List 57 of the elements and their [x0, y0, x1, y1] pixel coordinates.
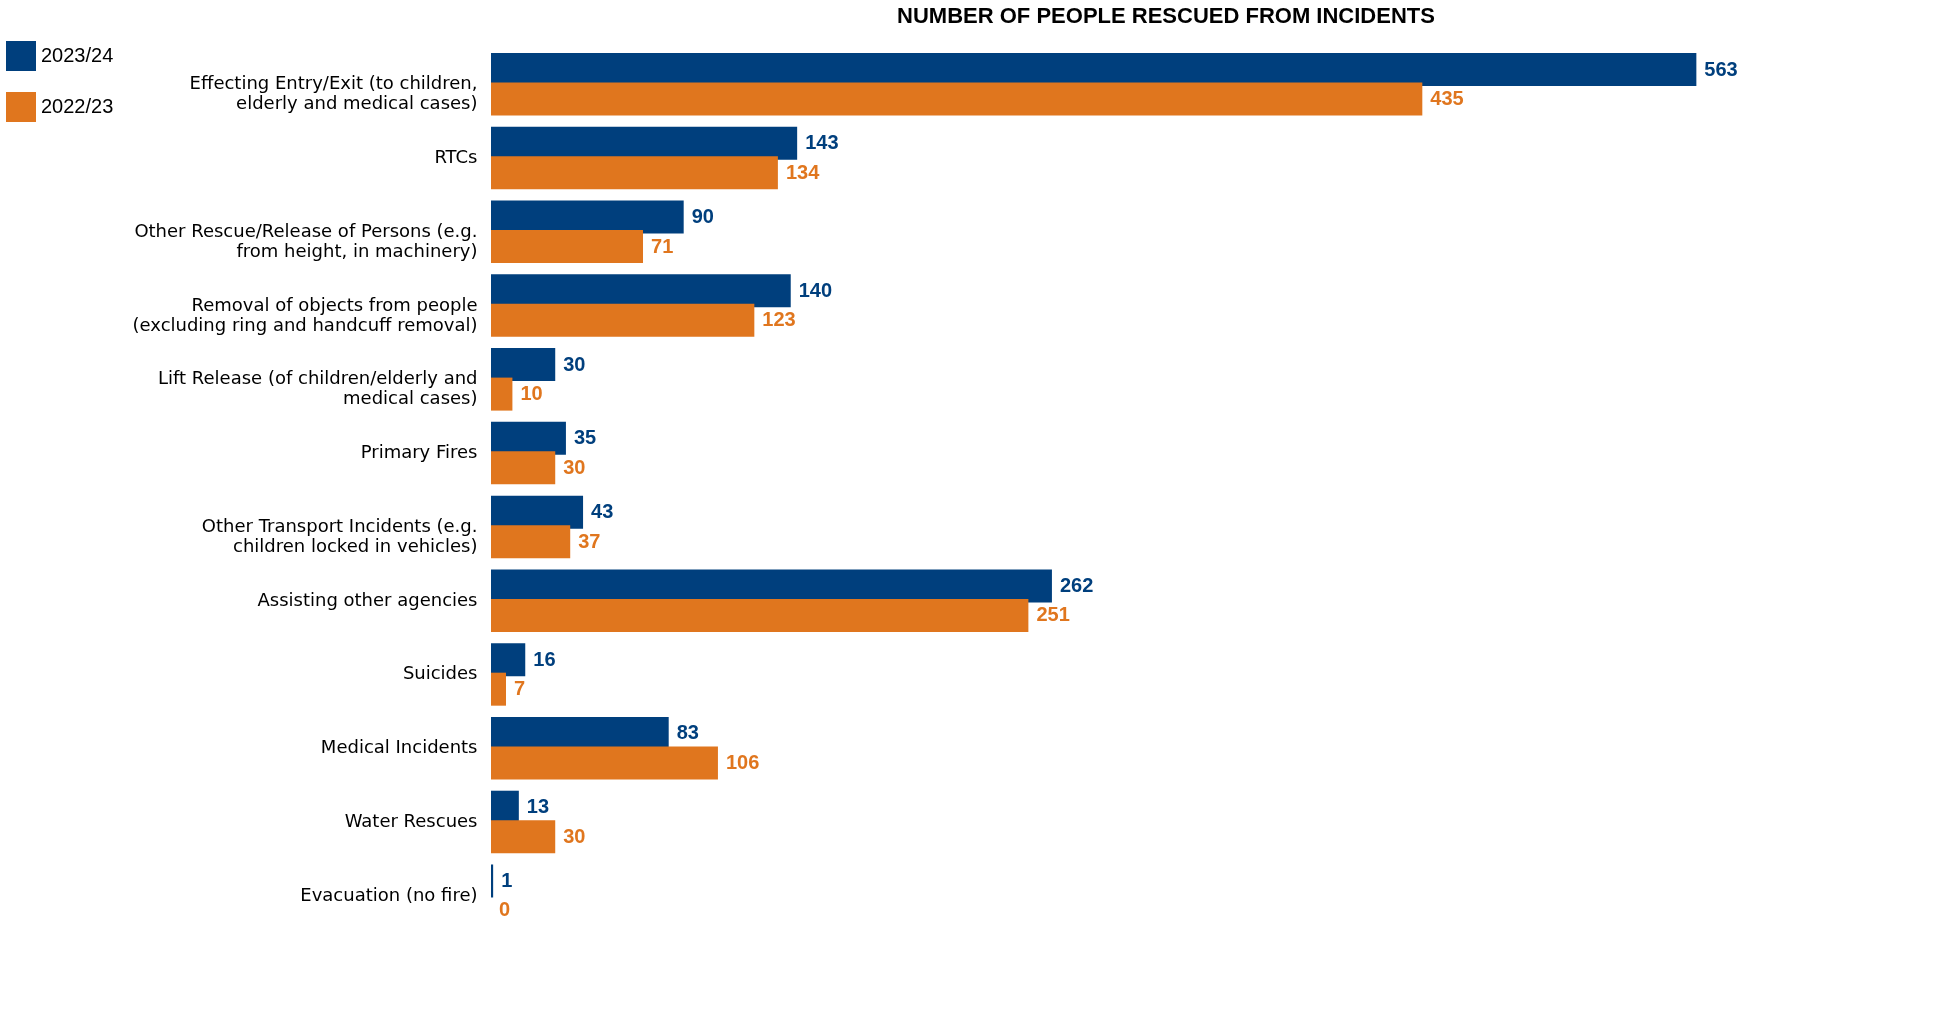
y-tick-label: Lift Release (of children/elderly and medical cases) — [158, 367, 478, 409]
data-label: 43 — [591, 500, 614, 523]
bar — [491, 156, 778, 190]
bar — [491, 303, 755, 337]
data-label: 35 — [573, 426, 597, 449]
bar — [491, 820, 556, 854]
data-label: 37 — [578, 529, 601, 552]
legend-label: 2022/23 — [41, 95, 114, 117]
bar — [491, 53, 1697, 87]
bar — [491, 377, 513, 411]
bar — [491, 82, 1423, 116]
data-label: 106 — [725, 750, 760, 773]
data-label: 435 — [1430, 87, 1464, 110]
bar — [491, 598, 1029, 632]
data-label: 262 — [1059, 573, 1094, 596]
data-label: 30 — [563, 352, 586, 375]
data-label: 30 — [563, 455, 586, 478]
y-tick-label: Assisting other agencies — [257, 588, 478, 610]
y-tick-label: RTCs — [434, 146, 478, 168]
data-label: 16 — [533, 647, 556, 670]
data-label: 83 — [676, 721, 699, 744]
bar — [491, 525, 571, 559]
data-label: 123 — [762, 308, 796, 331]
bar — [491, 200, 684, 234]
bar — [491, 274, 791, 308]
bar — [491, 864, 494, 898]
y-tick-label: Suicides — [402, 662, 478, 684]
y-tick-label: Medical Incidents — [320, 736, 478, 758]
data-label: 30 — [563, 824, 586, 847]
bar — [491, 672, 506, 706]
bar — [491, 746, 718, 780]
legend-label: 2023/24 — [41, 44, 114, 66]
bar — [491, 643, 526, 677]
data-label: 90 — [691, 205, 714, 228]
data-label: 563 — [1704, 57, 1738, 80]
data-label: 0 — [499, 898, 511, 921]
y-tick-label: Water Rescues — [344, 809, 478, 831]
data-label: 7 — [513, 677, 526, 700]
y-tick-label: Effecting Entry/Exit (to children, elderly and medical cases) — [189, 72, 478, 114]
bar — [491, 230, 644, 264]
data-label: 134 — [785, 160, 821, 183]
y-tick-label: Other Rescue/Release of Persons (e.g. from height, in machinery) — [134, 219, 478, 261]
data-label: 251 — [1036, 603, 1070, 626]
chart-title: NUMBER OF PEOPLE RESCUED FROM INCIDENTS — [897, 3, 1435, 28]
data-label: 13 — [526, 795, 550, 818]
y-tick-label: Removal of objects from people (excluding ring and handcuff removal) — [132, 293, 478, 335]
y-tick-label: Other Transport Incidents (e.g. children locked in vehicles) — [201, 514, 478, 556]
bar — [491, 569, 1052, 603]
y-tick-label: Primary Fires — [360, 441, 478, 463]
data-label: 143 — [805, 131, 839, 154]
bar — [491, 451, 556, 485]
bar — [491, 348, 556, 382]
data-label: 71 — [651, 234, 674, 257]
data-label: 10 — [520, 382, 543, 405]
y-tick-label: Evacuation (no fire) — [300, 883, 478, 905]
data-label: 140 — [798, 278, 833, 301]
data-label: 1 — [501, 868, 513, 891]
